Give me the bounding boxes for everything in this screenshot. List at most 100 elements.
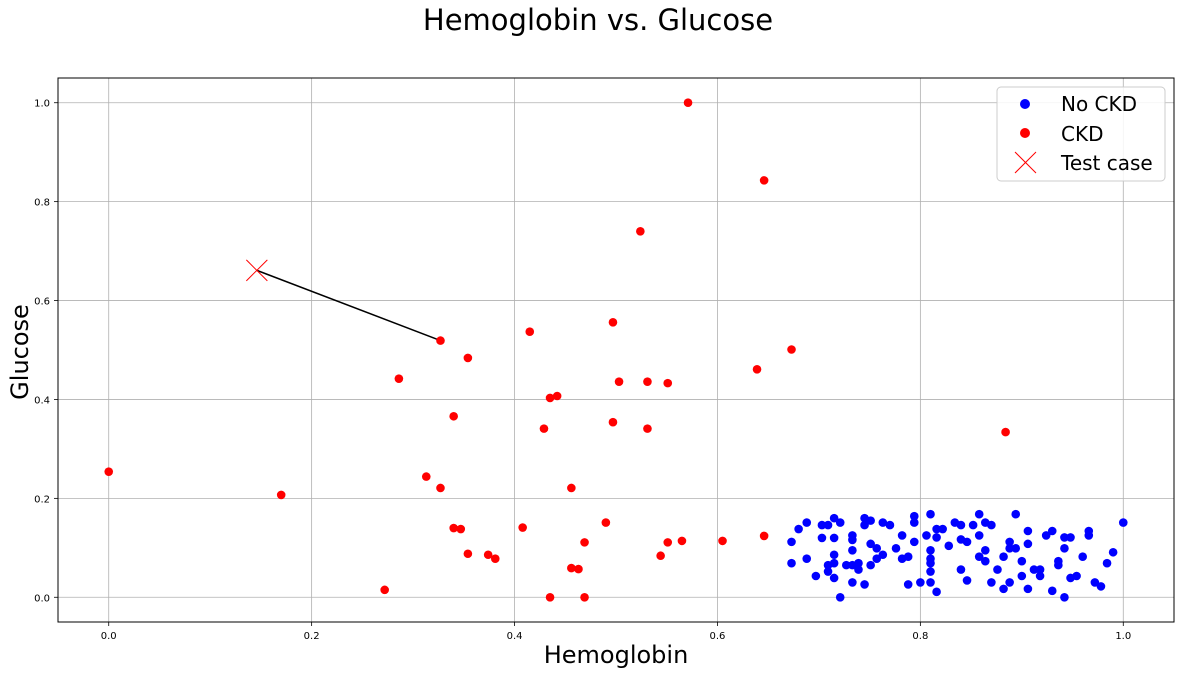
point-no-ckd <box>794 524 803 534</box>
point-no-ckd <box>835 592 845 602</box>
point-ckd <box>759 176 769 185</box>
point-no-ckd <box>802 554 812 563</box>
point-no-ckd <box>811 571 821 581</box>
legend-marker-no-ckd <box>1020 99 1030 109</box>
point-ckd <box>663 378 673 388</box>
point-ckd <box>663 538 673 547</box>
point-no-ckd <box>903 552 913 562</box>
point-ckd <box>574 564 583 574</box>
plot-frame <box>57 77 1175 623</box>
point-no-ckd <box>1072 571 1081 581</box>
point-no-ckd <box>974 509 984 519</box>
point-no-ckd <box>987 520 996 530</box>
point-no-ckd <box>909 511 919 521</box>
point-no-ckd <box>848 545 857 555</box>
point-no-ckd <box>980 545 990 555</box>
point-no-ckd <box>802 518 812 527</box>
point-no-ckd <box>916 578 925 587</box>
legend-marker-ckd <box>1020 128 1030 138</box>
point-no-ckd <box>817 533 827 543</box>
point-no-ckd <box>823 567 833 576</box>
point-no-ckd <box>1084 531 1094 540</box>
point-ckd <box>643 424 652 433</box>
point-no-ckd <box>1023 539 1033 549</box>
point-ckd <box>545 393 555 403</box>
point-ckd <box>683 98 693 108</box>
point-no-ckd <box>848 578 857 587</box>
x-tick-label: 0.2 <box>304 631 320 642</box>
point-ckd <box>394 374 404 383</box>
point-no-ckd <box>829 550 839 560</box>
point-no-ckd <box>854 565 863 574</box>
point-ckd <box>787 345 796 354</box>
point-ckd <box>718 536 727 546</box>
y-axis-label: Glucose <box>6 304 34 400</box>
point-ckd <box>608 417 618 427</box>
point-no-ckd <box>980 556 990 566</box>
point-no-ckd <box>1023 526 1033 536</box>
point-no-ckd <box>1005 537 1014 547</box>
point-ckd <box>449 523 458 533</box>
point-ckd <box>614 377 624 386</box>
point-no-ckd <box>860 520 869 530</box>
legend-frame <box>996 86 1166 182</box>
point-no-ckd <box>897 531 907 540</box>
y-axis-ticks: 0.0 0.2 0.4 0.6 0.8 1.0 <box>34 99 58 604</box>
point-ckd <box>601 518 611 527</box>
legend-label-no-ckd: No CKD <box>1061 92 1137 116</box>
legend-marker-test-case <box>1014 151 1037 174</box>
legend-label-ckd: CKD <box>1061 122 1103 146</box>
data-points <box>104 98 1128 602</box>
point-no-ckd <box>987 578 996 587</box>
point-no-ckd <box>866 560 875 570</box>
point-no-ckd <box>999 584 1008 594</box>
point-no-ckd <box>829 533 839 543</box>
point-no-ckd <box>926 567 935 576</box>
point-ckd <box>436 336 445 345</box>
point-ckd <box>380 585 389 595</box>
y-tick-label: 0.6 <box>34 297 50 308</box>
point-no-ckd <box>823 520 833 530</box>
x-tick-label: 0.6 <box>710 631 726 642</box>
point-ckd <box>483 550 493 560</box>
y-tick-label: 0.4 <box>34 395 50 406</box>
point-no-ckd <box>926 558 935 568</box>
point-no-ckd <box>854 558 863 568</box>
point-no-ckd <box>1035 565 1045 574</box>
point-no-ckd <box>1041 531 1051 540</box>
point-ckd <box>1001 427 1010 437</box>
point-no-ckd <box>1102 558 1112 568</box>
point-no-ckd <box>993 565 1002 574</box>
point-no-ckd <box>932 533 941 542</box>
point-no-ckd <box>974 531 984 540</box>
y-tick-label: 0.2 <box>34 494 50 505</box>
point-ckd <box>436 483 445 493</box>
point-no-ckd <box>1047 586 1057 596</box>
legend: No CKD CKD Test case <box>996 86 1166 182</box>
point-ckd <box>752 364 762 374</box>
nearest-neighbor-line <box>256 269 441 342</box>
point-no-ckd <box>1078 552 1087 562</box>
point-no-ckd <box>999 552 1008 562</box>
point-no-ckd <box>909 537 919 547</box>
point-no-ckd <box>1060 544 1069 553</box>
point-ckd <box>759 531 769 541</box>
point-no-ckd <box>1035 571 1045 581</box>
point-no-ckd <box>891 544 901 553</box>
x-tick-label: 1.0 <box>1115 631 1131 642</box>
point-no-ckd <box>1054 560 1063 570</box>
point-ckd <box>567 483 576 493</box>
point-no-ckd <box>848 535 857 545</box>
x-tick-label: 0.4 <box>507 631 523 642</box>
point-no-ckd <box>872 554 882 563</box>
point-no-ckd <box>926 545 935 555</box>
point-no-ckd <box>866 516 875 525</box>
point-ckd <box>677 536 687 546</box>
point-no-ckd <box>1005 578 1014 587</box>
point-ckd <box>580 538 589 547</box>
point-ckd <box>567 563 576 573</box>
point-ckd <box>636 227 645 236</box>
point-no-ckd <box>968 520 978 530</box>
point-no-ckd <box>1047 526 1057 536</box>
point-ckd <box>276 490 286 500</box>
